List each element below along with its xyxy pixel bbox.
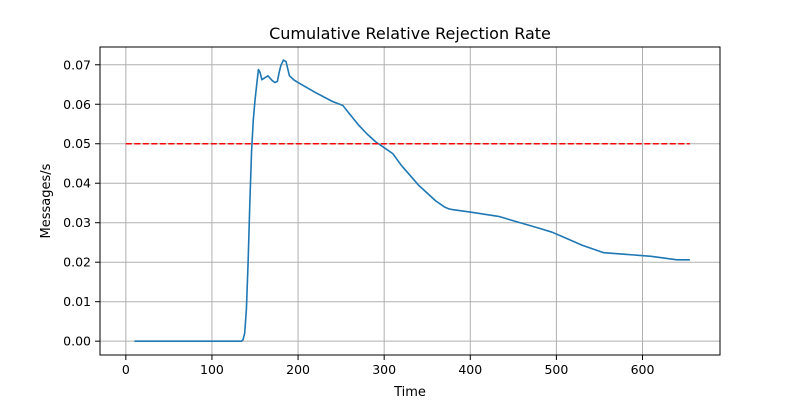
x-tick-label: 400 [458,362,482,377]
y-tick-label: 0.06 [63,97,91,112]
series-layer [125,59,690,342]
y-tick-label: 0.03 [63,215,91,230]
x-tick-label: 300 [372,362,396,377]
y-axis-ticks: 0.00 0.01 0.02 0.03 0.04 0.05 0.06 0.07 [63,57,100,349]
chart-title: Cumulative Relative Rejection Rate [269,24,551,43]
y-tick-label: 0.04 [63,176,91,191]
y-tick-label: 0.01 [63,294,91,309]
y-tick-label: 0.02 [63,255,91,270]
x-tick-label: 100 [200,362,224,377]
y-axis-label: Messages/s [39,163,54,238]
x-axis-ticks: 0 100 200 300 400 500 600 [122,355,655,377]
y-tick-label: 0.00 [63,334,91,349]
x-tick-label: 500 [544,362,568,377]
x-tick-label: 0 [122,362,130,377]
y-tick-label: 0.07 [63,57,91,72]
grid-lines [100,47,720,355]
x-tick-label: 600 [631,362,655,377]
rejection-rate-line [134,59,690,342]
x-tick-label: 200 [286,362,310,377]
plot-frame [99,46,721,356]
x-axis-label: Time [393,385,426,400]
y-tick-label: 0.05 [63,136,91,151]
